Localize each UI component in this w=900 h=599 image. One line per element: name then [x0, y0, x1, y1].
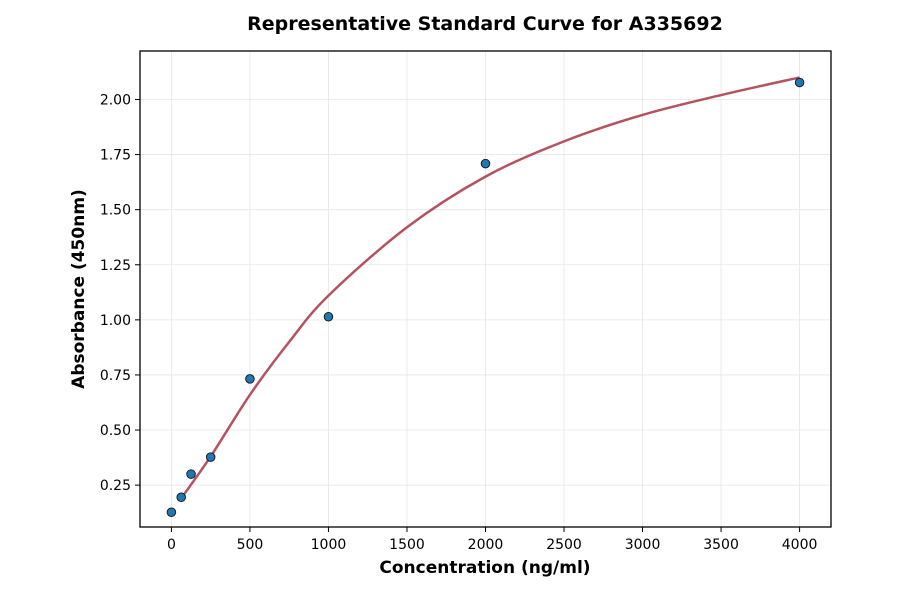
- data-point: [166, 507, 177, 517]
- data-point: [186, 469, 196, 479]
- y-tick-label: 1.00: [100, 313, 131, 329]
- y-tick-label: 1.25: [100, 258, 131, 274]
- y-tick-label: 1.50: [100, 203, 131, 219]
- y-tick-label: 1.75: [100, 148, 131, 164]
- data-point: [245, 374, 255, 384]
- y-tick-label: 0.75: [100, 368, 131, 384]
- data-point: [205, 452, 216, 462]
- y-tick-label: 0.25: [100, 478, 131, 494]
- y-tick-label: 2.00: [100, 92, 131, 108]
- data-point: [323, 312, 334, 322]
- x-tick-label: 0: [167, 537, 176, 553]
- plot-frame: [139, 50, 832, 528]
- data-point: [794, 77, 805, 88]
- data-point: [176, 492, 186, 503]
- chart-title: Representative Standard Curve for A33569…: [247, 13, 723, 35]
- x-tick-label: 2000: [468, 537, 504, 553]
- x-axis-label: Concentration (ng/ml): [379, 558, 590, 578]
- data-point: [480, 158, 491, 169]
- x-tick-label: 1500: [389, 537, 425, 553]
- x-tick-label: 500: [237, 537, 264, 553]
- x-tick-label: 3500: [703, 537, 739, 553]
- y-axis-label: Absorbance (450nm): [69, 189, 89, 389]
- x-tick-label: 3000: [625, 537, 661, 553]
- y-tick-label: 0.50: [100, 423, 131, 439]
- x-tick-label: 4000: [782, 537, 818, 553]
- fit-curve: [180, 76, 800, 500]
- x-tick-label: 2500: [546, 537, 582, 553]
- x-tick-label: 1000: [311, 537, 347, 553]
